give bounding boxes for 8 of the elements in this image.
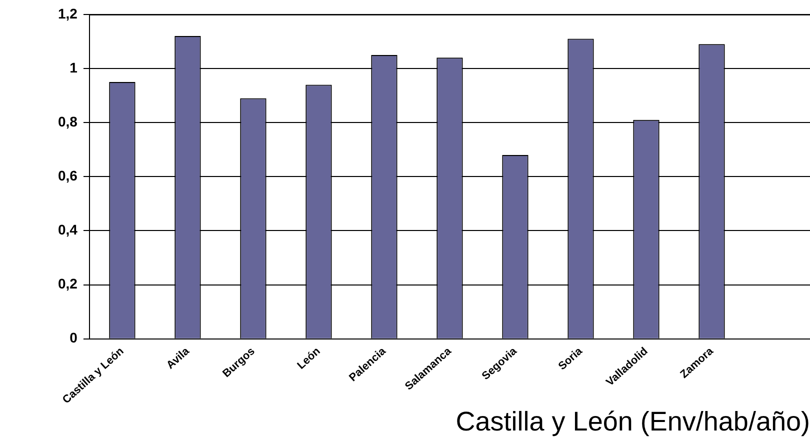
y-tick-label: 1,2 [58,5,78,22]
text: Castilla y León (Env/hab/año) [456,406,810,436]
y-tick-label: 0,4 [58,222,78,238]
y-tick-label: 0,6 [58,167,78,184]
y-tick-label: 1 [70,59,78,76]
y-tick-label: 0,2 [58,276,78,292]
y-tick-label: 0 [70,330,78,346]
y-tick-label: 0,8 [58,113,78,130]
